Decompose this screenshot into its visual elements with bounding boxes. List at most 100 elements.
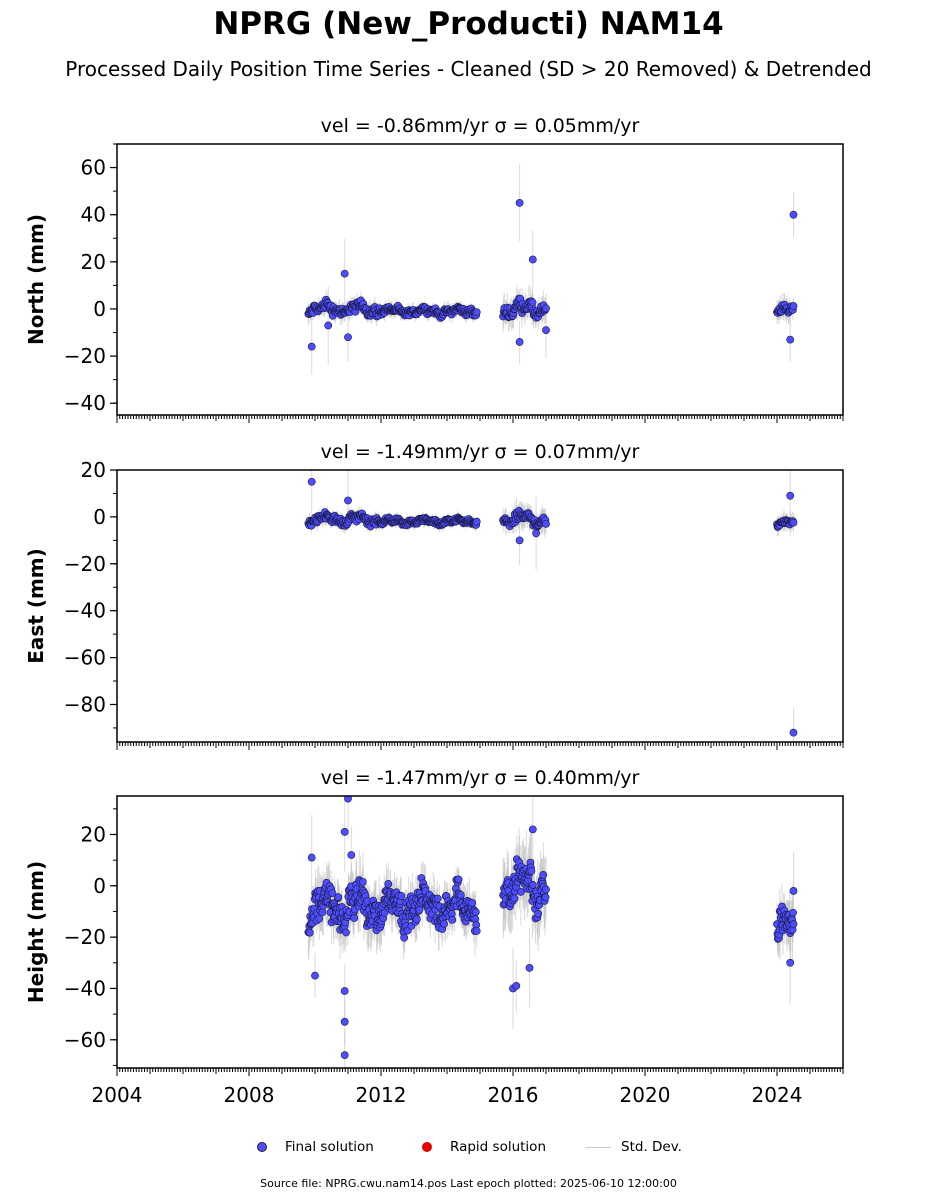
data-point [512, 981, 521, 990]
data-point [510, 894, 519, 903]
std-dev-line-marker [585, 1146, 611, 1148]
data-point [340, 269, 349, 278]
data-point [397, 892, 406, 900]
y-tick-label: 20 [81, 822, 106, 846]
data-point [786, 335, 795, 344]
data-layer [304, 796, 798, 1068]
data-point [315, 914, 324, 923]
plot-frame [116, 469, 844, 743]
y-tick-label: −60 [64, 646, 106, 670]
data-point [527, 867, 536, 875]
y-tick-label: 60 [81, 156, 106, 180]
data-point [515, 536, 524, 545]
data-point [340, 828, 349, 836]
data-point [342, 928, 350, 937]
data-point [789, 728, 798, 737]
y-tick-label: −60 [64, 1028, 106, 1052]
data-point [542, 885, 550, 894]
x-tick-label: 2004 [92, 1083, 143, 1107]
data-point [340, 1017, 349, 1026]
y-tick-label: −20 [64, 552, 106, 576]
data-point [340, 987, 349, 995]
data-point [532, 529, 540, 538]
data-point [789, 518, 798, 527]
y-tick-label: 0 [93, 874, 106, 898]
y-tick-label: −40 [64, 976, 106, 1000]
data-point [344, 333, 352, 342]
data-point [454, 875, 463, 884]
legend-final-label: Final solution [285, 1139, 374, 1155]
legend-std-label: Std. Dev. [621, 1139, 682, 1155]
data-point [433, 894, 442, 903]
y-axis-label: East (mm) [24, 548, 48, 664]
data-point [528, 298, 537, 307]
data-point [471, 908, 480, 916]
data-point [542, 304, 550, 313]
data-point [789, 920, 798, 929]
y-tick-label: −20 [64, 344, 106, 368]
data-point [515, 338, 524, 346]
data-point [542, 519, 550, 528]
rapid-solution-marker [422, 1142, 432, 1152]
data-point [472, 927, 481, 935]
data-point [344, 796, 352, 803]
data-point [789, 908, 797, 917]
data-point [542, 326, 550, 335]
x-tick-label: 2016 [488, 1083, 539, 1107]
y-tick-label: 20 [81, 250, 106, 274]
legend: Final solution Rapid solution Std. Dev. [0, 1137, 937, 1159]
data-point [528, 255, 537, 264]
data-point [440, 919, 448, 928]
y-tick-label: −20 [64, 925, 106, 949]
data-point [318, 908, 327, 917]
data-point [400, 933, 409, 942]
data-point [541, 893, 550, 902]
data-point [539, 870, 548, 879]
data-point [528, 880, 537, 889]
data-point [789, 210, 798, 219]
y-tick-label: 20 [81, 458, 106, 482]
data-point [412, 915, 421, 924]
legend-std: Std. Dev. [585, 1137, 682, 1157]
data-point [334, 893, 343, 902]
data-point [534, 909, 543, 918]
y-axis-label: North (mm) [24, 214, 48, 345]
x-tick-label: 2008 [224, 1083, 275, 1107]
y-axis-label: Height (mm) [24, 861, 48, 1003]
data-point [515, 199, 524, 207]
data-point [350, 914, 359, 922]
data-point [525, 964, 534, 972]
legend-final: Final solution [257, 1137, 374, 1157]
data-point [528, 825, 537, 834]
data-layer [304, 470, 798, 742]
data-point [516, 887, 525, 896]
data-point [340, 1051, 349, 1060]
data-layer [304, 164, 798, 375]
plot-frame [116, 143, 844, 416]
panel-title: vel = -0.86mm/yr σ = 0.05mm/yr [321, 115, 640, 137]
source-footer: Source file: NPRG.cwu.nam14.pos Last epo… [260, 1177, 677, 1190]
data-point [344, 496, 352, 505]
data-point [472, 517, 481, 526]
data-point [789, 302, 798, 310]
data-point [307, 342, 316, 351]
x-tick-label: 2020 [620, 1083, 671, 1107]
data-point [468, 899, 477, 907]
y-tick-label: 0 [93, 505, 106, 529]
data-point [324, 321, 333, 330]
data-point [415, 905, 424, 914]
data-point [307, 853, 316, 862]
page-title: NPRG (New_Producti) NAM14 [213, 6, 724, 42]
data-point [448, 916, 457, 924]
data-point [305, 928, 314, 937]
y-tick-label: −80 [64, 692, 106, 716]
data-point [311, 971, 319, 980]
data-point [789, 887, 798, 895]
data-point [786, 491, 795, 500]
panel-title: vel = -1.49mm/yr σ = 0.07mm/yr [321, 441, 640, 463]
legend-rapid-label: Rapid solution [450, 1139, 546, 1155]
legend-rapid: Rapid solution [422, 1137, 546, 1157]
panel-title: vel = -1.47mm/yr σ = 0.40mm/yr [321, 767, 640, 789]
final-solution-marker [257, 1142, 267, 1152]
y-tick-label: 0 [93, 297, 106, 321]
